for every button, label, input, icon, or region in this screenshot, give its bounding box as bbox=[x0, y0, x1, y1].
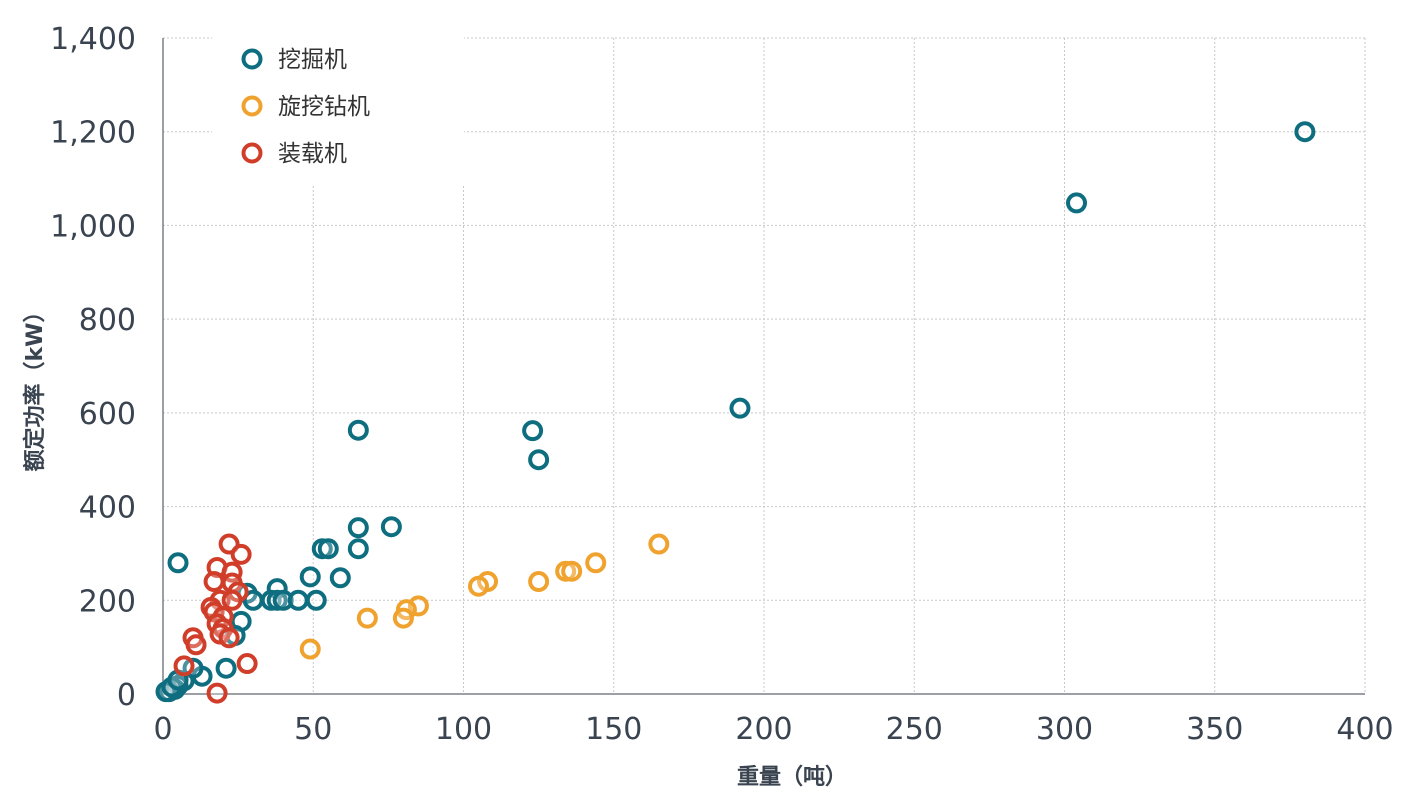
x-tick-label: 300 bbox=[1036, 712, 1093, 747]
y-tick-label: 1,400 bbox=[50, 22, 136, 57]
data-point bbox=[356, 607, 378, 629]
x-tick-label: 350 bbox=[1186, 712, 1243, 747]
y-tick-label: 400 bbox=[79, 491, 136, 526]
y-tick-label: 0 bbox=[117, 678, 136, 713]
data-point bbox=[392, 607, 414, 629]
x-tick-label: 100 bbox=[435, 712, 492, 747]
legend-marker bbox=[241, 142, 263, 164]
data-point bbox=[230, 543, 252, 565]
data-point bbox=[522, 420, 544, 442]
data-point bbox=[1294, 121, 1316, 143]
legend-label: 挖掘机 bbox=[278, 47, 347, 73]
series-3 bbox=[173, 533, 258, 704]
axis-layer bbox=[162, 38, 1365, 695]
x-tick-label: 150 bbox=[585, 712, 642, 747]
data-point bbox=[468, 575, 490, 597]
y-tick-label: 600 bbox=[79, 397, 136, 432]
legend-label: 旋挖钻机 bbox=[278, 94, 370, 120]
grid-layer bbox=[163, 37, 1366, 694]
data-point bbox=[218, 627, 240, 649]
x-tick-label: 200 bbox=[735, 712, 792, 747]
y-tick-label: 1,200 bbox=[50, 116, 136, 151]
data-point bbox=[347, 419, 369, 441]
data-point bbox=[347, 517, 369, 539]
x-tick-label: 400 bbox=[1336, 712, 1393, 747]
legend-marker bbox=[241, 48, 263, 70]
series-1 bbox=[155, 121, 1316, 703]
x-axis-label: 重量（吨） bbox=[737, 765, 847, 790]
data-point bbox=[585, 552, 607, 574]
data-point bbox=[648, 533, 670, 555]
data-point bbox=[528, 571, 550, 593]
data-point bbox=[528, 449, 550, 471]
data-points bbox=[155, 121, 1316, 704]
x-tick-label: 50 bbox=[294, 712, 332, 747]
data-point bbox=[380, 516, 402, 538]
y-tick-label: 1,000 bbox=[50, 209, 136, 244]
tick-labels: 0 50 100 150 200 250 300 350 400 0 200 400 600 800 1,0… bbox=[50, 22, 1394, 747]
data-point bbox=[215, 657, 237, 679]
data-point bbox=[729, 397, 751, 419]
data-point bbox=[287, 589, 309, 611]
data-point bbox=[329, 567, 351, 589]
data-point bbox=[299, 566, 321, 588]
y-tick-label: 800 bbox=[79, 303, 136, 338]
data-point bbox=[299, 638, 321, 660]
data-point bbox=[236, 653, 258, 675]
data-point bbox=[317, 538, 339, 560]
x-tick-label: 250 bbox=[886, 712, 943, 747]
data-point bbox=[167, 552, 189, 574]
x-tick-label: 0 bbox=[153, 712, 172, 747]
data-point bbox=[185, 634, 207, 656]
legend-label: 装载机 bbox=[278, 141, 347, 167]
series-2 bbox=[299, 533, 670, 660]
data-point bbox=[203, 571, 225, 593]
data-point bbox=[347, 538, 369, 560]
legend-marker bbox=[241, 95, 263, 117]
data-point bbox=[206, 682, 228, 704]
data-point bbox=[561, 560, 583, 582]
data-point bbox=[221, 589, 243, 611]
data-point bbox=[173, 655, 195, 677]
y-tick-label: 200 bbox=[79, 584, 136, 619]
y-axis-label: 额定功率（kW） bbox=[22, 301, 48, 472]
data-point bbox=[1066, 192, 1088, 214]
data-point bbox=[305, 589, 327, 611]
